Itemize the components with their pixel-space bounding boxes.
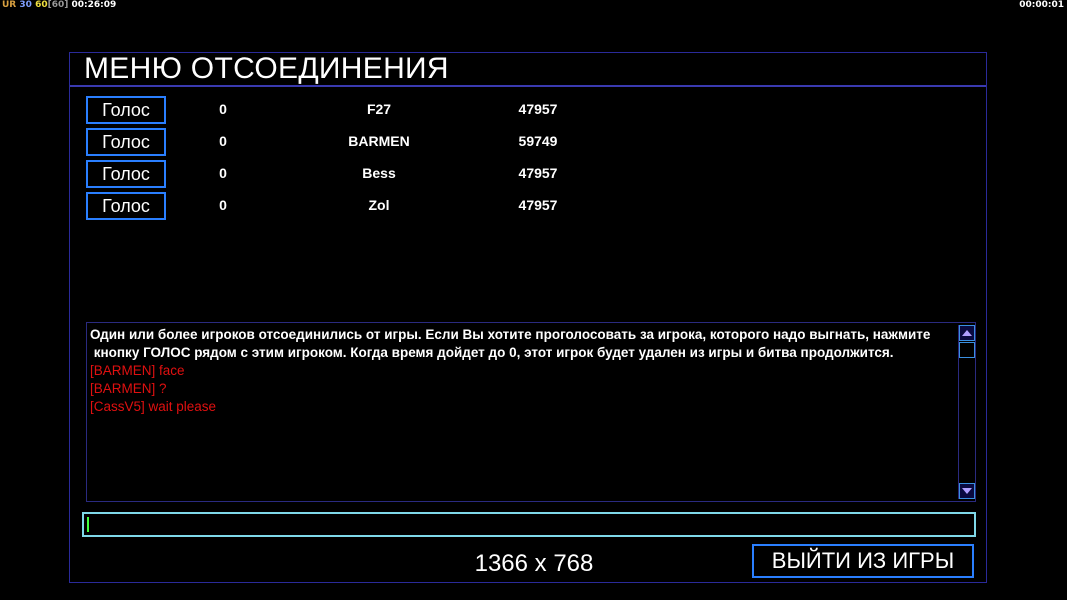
scroll-up-button[interactable] — [959, 325, 975, 341]
resolution-label: 1366 x 768 — [474, 550, 594, 577]
chat-log: Один или более игроков отсоединились от … — [86, 322, 976, 502]
fps-cap: [60] — [47, 0, 69, 10]
chat-message: [BARMEN] ? — [90, 381, 167, 396]
player-row: Голос 0 F27 47957 — [86, 96, 686, 124]
vote-count: 0 — [219, 165, 227, 181]
player-id: 47957 — [518, 101, 558, 117]
info-text: Один или более игроков отсоединились от … — [90, 327, 931, 342]
chat-message: [CassV5] wait please — [90, 399, 217, 414]
fps-overlay: UR 30 60[60] 00:26:09 — [2, 0, 116, 10]
vote-button[interactable]: Голос — [86, 192, 166, 220]
fps-target: 60 — [35, 0, 48, 10]
title-bar: МЕНЮ ОТСОЕДИНЕНИЯ — [70, 52, 986, 87]
timer-right: 00:00:01 — [1019, 0, 1064, 10]
arrow-up-icon — [962, 330, 972, 336]
player-id: 47957 — [518, 165, 558, 181]
player-name: F27 — [366, 101, 392, 117]
page-title: МЕНЮ ОТСОЕДИНЕНИЯ — [84, 52, 449, 85]
text-caret — [87, 517, 89, 532]
chat-message: [BARMEN] face — [90, 363, 185, 378]
player-row: Голос 0 BARMEN 59749 — [86, 128, 686, 156]
player-row: Голос 0 Bess 47957 — [86, 160, 686, 188]
player-id: 47957 — [518, 197, 558, 213]
scroll-thumb[interactable] — [959, 342, 975, 358]
vote-count: 0 — [219, 101, 227, 117]
chat-input[interactable] — [82, 512, 976, 537]
fps-value: 30 — [19, 0, 32, 10]
vote-count: 0 — [219, 197, 227, 213]
clock: 00:26:09 — [71, 0, 117, 10]
player-name: Zol — [368, 197, 390, 213]
disconnect-menu: МЕНЮ ОТСОЕДИНЕНИЯ Голос 0 F27 47957 Голос… — [69, 52, 987, 583]
player-name: BARMEN — [348, 133, 410, 149]
info-text: кнопку ГОЛОС рядом с этим игроком. Когда… — [90, 345, 894, 360]
vote-button[interactable]: Голос — [86, 96, 166, 124]
player-name: Bess — [362, 165, 396, 181]
vote-button[interactable]: Голос — [86, 128, 166, 156]
player-row: Голос 0 Zol 47957 — [86, 192, 686, 220]
vote-count: 0 — [219, 133, 227, 149]
scroll-down-button[interactable] — [959, 483, 975, 499]
player-id: 59749 — [518, 133, 558, 149]
scrollbar[interactable] — [958, 325, 975, 499]
ur-label: UR — [2, 0, 17, 10]
vote-button[interactable]: Голос — [86, 160, 166, 188]
arrow-down-icon — [962, 488, 972, 494]
exit-game-button[interactable]: ВЫЙТИ ИЗ ИГРЫ — [752, 544, 974, 578]
